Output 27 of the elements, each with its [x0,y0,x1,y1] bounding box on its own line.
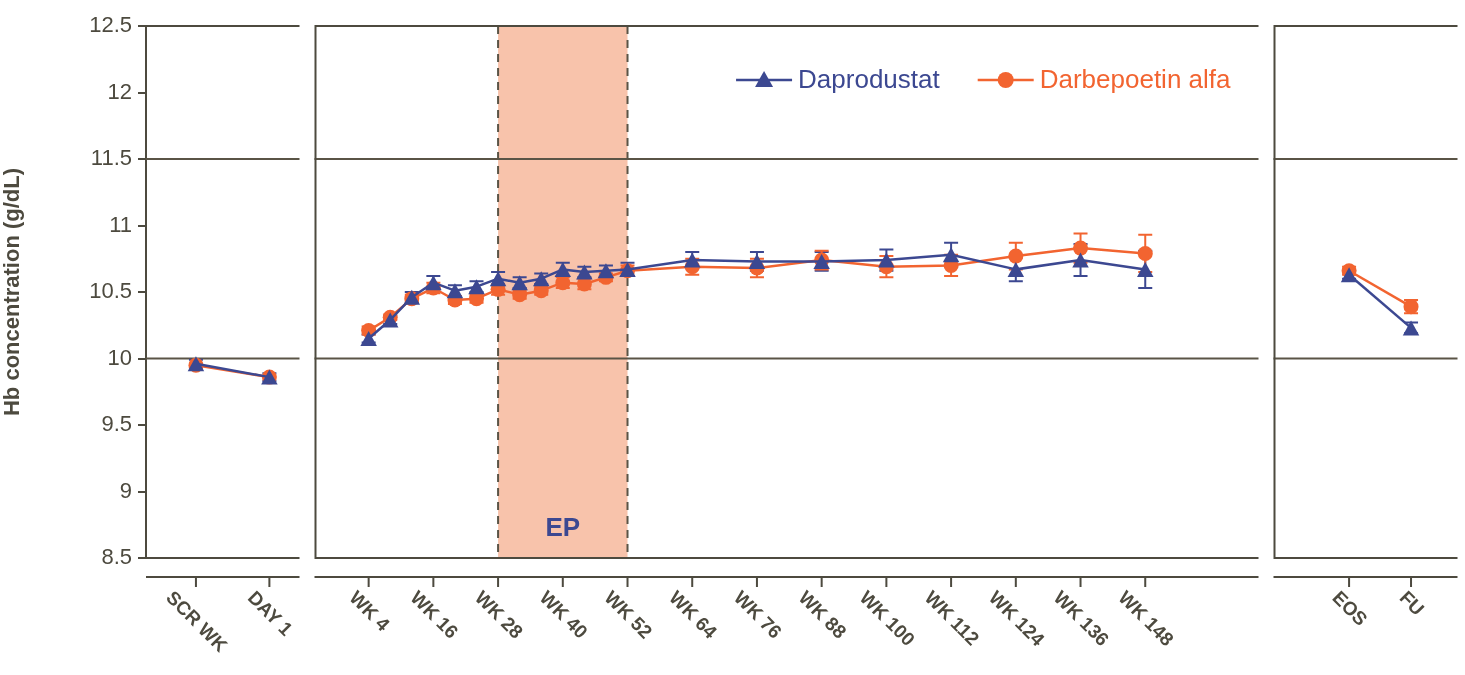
y-tick-label: 12.5 [89,12,132,38]
x-tick-label: WK 136 [1049,586,1114,651]
x-tick-label: WK 124 [985,586,1049,651]
x-tick-label: WK 16 [406,586,463,643]
y-tick-label: 9.5 [101,411,132,437]
y-tick-label: 10.5 [89,278,132,304]
x-tick-label: WK 4 [345,586,395,636]
x-tick-label: WK 100 [855,586,919,651]
x-tick-label: WK 64 [665,586,722,643]
legend-label: Darbepoetin alfa [1039,64,1232,95]
legend-label: Daprodustat [798,64,941,95]
x-tick-label: WK 40 [535,586,592,643]
y-tick-label: 11.5 [90,145,132,171]
x-tick-label: FU [1395,586,1429,620]
y-tick-label: 8.5 [101,544,132,570]
x-tick-label: WK 148 [1114,586,1178,651]
y-tick-label: 10 [107,344,132,370]
x-tick-label: WK 28 [471,586,527,643]
x-tick-label: WK 88 [794,586,851,643]
y-tick-label: 12 [107,78,132,104]
x-tick-label: WK 112 [920,586,984,650]
x-tick-label: WK 76 [729,586,786,643]
x-tick-label: WK 52 [600,586,657,643]
y-axis-title: Hb concentration (g/dL) [0,167,25,417]
y-tick-label: 11 [109,211,132,237]
band-label: EP [545,512,581,543]
y-tick-label: 9 [119,477,132,503]
